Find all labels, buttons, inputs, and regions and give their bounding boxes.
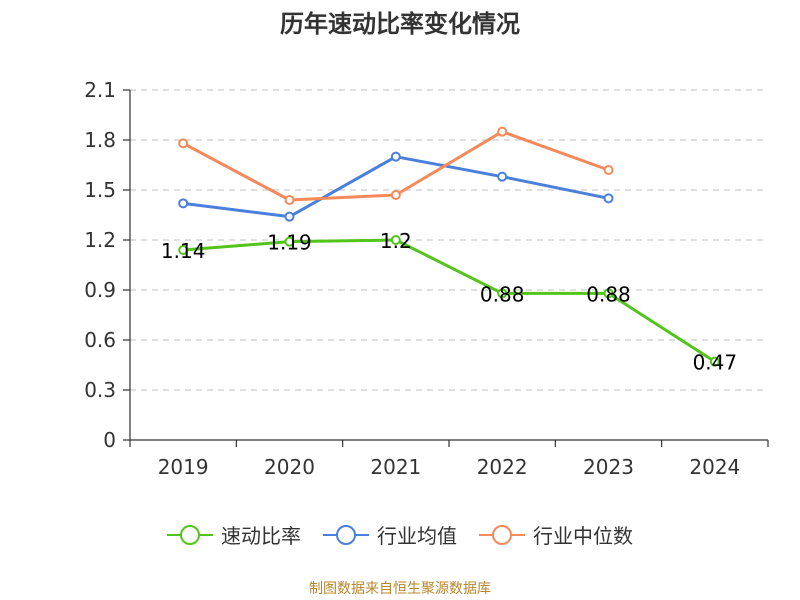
y-tick-label: 0.6 [84,328,116,352]
y-tick-label: 2.1 [84,78,116,102]
y-tick-label: 0.3 [84,378,116,402]
y-tick-label: 0.9 [84,278,116,302]
x-tick-label: 2024 [689,455,740,479]
data-point [497,288,508,299]
y-tick-label: 1.8 [84,128,116,152]
x-tick-label: 2022 [477,455,528,479]
data-point [390,190,401,200]
legend-swatch-icon [167,524,213,545]
data-point [390,235,401,245]
y-tick-label: 1.2 [84,228,116,252]
data-point [709,356,720,367]
data-point [178,138,189,149]
data-point [497,171,508,182]
x-tick-label: 2021 [370,455,421,479]
data-point [603,193,614,204]
data-point [284,236,295,247]
x-tick-label: 2019 [158,455,209,479]
chart-title: 历年速动比率变化情况 [280,10,520,38]
data-point [497,126,508,137]
series-line-行业均值 [182,155,609,219]
data-point [603,288,614,299]
legend-item-速动比率[interactable]: 速动比率 [167,520,301,549]
data-point [390,151,401,162]
legend-item-行业中位数[interactable]: 行业中位数 [479,520,633,549]
legend-label: 行业均值 [377,524,457,548]
data-label: 0.88 [586,282,631,306]
data-source-footer: 制图数据来自恒生聚源数据库 [309,581,491,597]
legend-label: 速动比率 [221,524,301,548]
data-label: 0.88 [480,282,525,306]
x-tick-label: 2020 [264,455,315,479]
data-point [178,245,189,255]
chart-legend: 速动比率 行业均值 行业中位数 [0,520,800,549]
legend-swatch-icon [479,524,525,545]
y-tick-label: 0 [103,428,116,452]
x-tick-label: 2023 [583,455,634,479]
legend-item-行业均值[interactable]: 行业均值 [323,520,457,549]
data-point [178,198,189,209]
y-tick-label: 1.5 [84,178,116,202]
data-point [603,165,614,175]
data-label: 0.47 [693,351,738,375]
data-label: 1.2 [380,229,412,253]
series-line-速动比率 [183,238,716,363]
data-label: 1.19 [267,231,312,255]
legend-label: 行业中位数 [533,524,633,548]
data-point [284,211,295,222]
legend-swatch-icon [323,524,369,545]
data-point [284,195,295,205]
data-label: 1.14 [161,239,206,263]
